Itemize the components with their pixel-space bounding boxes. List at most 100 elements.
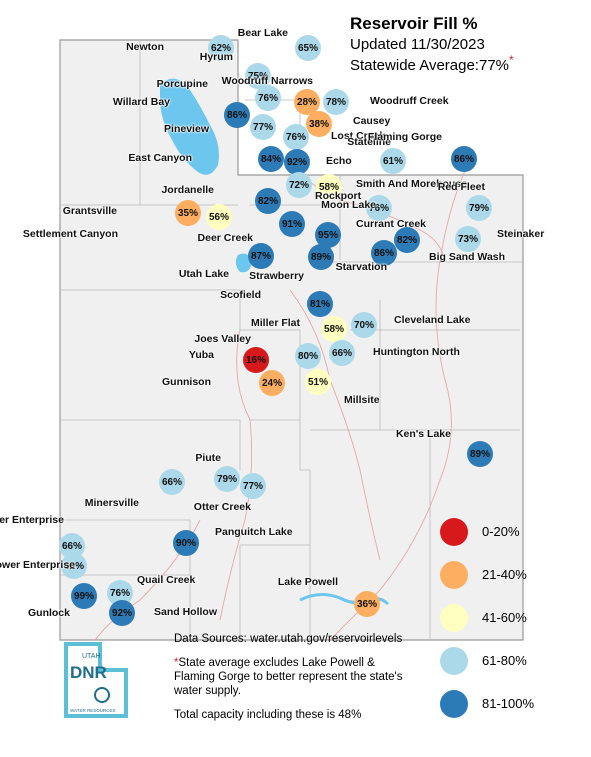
reservoir-label: Quail Creek — [137, 574, 196, 586]
reservoir-label: Miller Flat — [250, 317, 300, 329]
reservoir-marker: 62% — [61, 553, 87, 579]
reservoir-marker: 36% — [354, 591, 380, 617]
reservoir-marker: 56% — [206, 204, 232, 230]
reservoir-marker: 95% — [315, 222, 341, 248]
legend-swatch — [440, 646, 468, 675]
reservoir-label: Porcupine — [156, 78, 208, 90]
reservoir-label: Rockport — [315, 190, 362, 202]
reservoir-label: Big Sand Wash — [429, 251, 506, 263]
legend-swatch — [440, 560, 468, 589]
reservoir-marker: 89% — [308, 244, 334, 270]
reservoir-marker: 66% — [329, 340, 355, 366]
reservoir-marker: 24% — [259, 370, 285, 396]
reservoir-label: Red Fleet — [437, 181, 485, 193]
reservoir-label: Echo — [326, 155, 352, 167]
reservoir-marker: 92% — [109, 600, 135, 626]
reservoir-label: Woodruff Narrows — [221, 75, 313, 87]
reservoir-marker: 79% — [214, 466, 240, 492]
reservoir-marker: 76% — [283, 124, 309, 150]
reservoir-marker: 82% — [394, 227, 420, 253]
reservoir-label: Scofield — [220, 289, 261, 301]
reservoir-marker: 66% — [159, 469, 185, 495]
reservoir-marker: 70% — [351, 312, 377, 338]
reservoir-label: Piute — [195, 452, 221, 464]
reservoir-label: Currant Creek — [356, 218, 427, 230]
reservoir-marker: 72% — [286, 172, 312, 198]
reservoir-marker: 82% — [255, 188, 281, 214]
reservoir-label: Settlement Canyon — [22, 228, 118, 240]
reservoir-label: Lost Creek — [331, 130, 386, 142]
reservoir-label: Lake Powell — [277, 576, 338, 588]
reservoir-label: Hyrum — [199, 51, 233, 63]
reservoir-marker: 38% — [306, 111, 332, 137]
legend-label: 0-20% — [482, 524, 520, 539]
reservoir-marker: 86% — [224, 102, 250, 128]
reservoir-marker: 73% — [455, 226, 481, 252]
legend-swatch — [440, 517, 468, 546]
reservoir-label: Deer Creek — [197, 232, 253, 244]
reservoir-marker: 84% — [258, 146, 284, 172]
reservoir-label: Millsite — [344, 394, 380, 406]
logo-bottom-text: WATER RESOURCES — [70, 708, 116, 713]
legend-label: 61-80% — [482, 653, 527, 668]
legend-item: 0-20% — [440, 510, 534, 553]
reservoir-marker: 86% — [451, 146, 477, 172]
utah-lake — [235, 253, 252, 273]
legend-item: 41-60% — [440, 596, 534, 639]
legend-label: 21-40% — [482, 567, 527, 582]
reservoir-label: Jordanelle — [161, 184, 214, 196]
reservoir-label: Stateline — [347, 136, 391, 148]
legend-label: 81-100% — [482, 696, 535, 711]
reservoir-label: Gunnison — [162, 376, 211, 388]
reservoir-label: Newton — [126, 41, 164, 53]
reservoir-label: Starvation — [335, 261, 387, 273]
reservoir-label: East Canyon — [128, 152, 192, 164]
reservoir-label: Ken's Lake — [395, 428, 451, 440]
reservoir-marker: 61% — [380, 148, 406, 174]
total-capacity: Total capacity including these is 48% — [174, 709, 362, 721]
reservoir-marker: 65% — [295, 35, 321, 61]
reservoir-marker: 99% — [71, 583, 97, 609]
reservoir-marker: 16% — [243, 347, 269, 373]
map-title: Reservoir Fill % — [350, 14, 478, 33]
reservoir-label: Moon Lake — [321, 199, 376, 211]
reservoir-marker: 76% — [255, 85, 281, 111]
reservoir-label: Upper Enterprise — [0, 514, 64, 526]
legend-swatch — [440, 689, 468, 718]
reservoir-marker: 77% — [250, 114, 276, 140]
reservoir-label: Yuba — [188, 349, 214, 361]
utah-dnr-logo: UTAH DNR WATER RESOURCES — [64, 642, 128, 718]
reservoir-marker: 92% — [284, 149, 310, 175]
reservoir-label: Gunlock — [27, 607, 70, 619]
reservoir-label: Utah Lake — [178, 268, 229, 280]
reservoir-marker: 62% — [208, 35, 234, 61]
great-salt-lake — [160, 78, 219, 175]
logo-figure-icon — [94, 687, 110, 703]
reservoir-label: Joes Valley — [194, 333, 251, 345]
reservoir-label: Otter Creek — [193, 501, 251, 513]
reservoir-label: Willard Bay — [112, 96, 170, 108]
reservoir-label: Lower Enterprise — [0, 559, 75, 571]
updated-date: Updated 11/30/2023 — [350, 36, 485, 53]
reservoir-marker: 28% — [294, 89, 320, 115]
reservoir-label: Bear Lake — [237, 27, 288, 39]
reservoir-label: Woodruff Creek — [370, 95, 449, 107]
reservoir-label: Smith And Morehouse — [356, 178, 468, 190]
reservoir-marker: 35% — [175, 200, 201, 226]
reservoir-label: Grantsville — [62, 205, 117, 217]
reservoir-label: Minersville — [84, 497, 139, 509]
reservoir-label: Panguitch Lake — [215, 526, 293, 538]
reservoir-marker: 79% — [466, 195, 492, 221]
reservoir-label: Causey — [353, 115, 391, 127]
reservoir-label: Flaming Gorge — [367, 131, 442, 143]
reservoir-label: Huntington North — [373, 346, 460, 358]
notes: Data Sources: water.utah.gov/reservoirle… — [174, 632, 404, 732]
statewide-average: Statewide Average:77%* — [350, 53, 514, 74]
reservoir-label: Sand Hollow — [154, 606, 217, 618]
logo-dnr-text: DNR — [70, 663, 107, 682]
reservoir-marker: 51% — [305, 369, 331, 395]
logo-utah-text: UTAH — [82, 653, 101, 660]
reservoir-marker: 86% — [371, 240, 397, 266]
legend-label: 41-60% — [482, 610, 527, 625]
legend-item: 21-40% — [440, 553, 534, 596]
